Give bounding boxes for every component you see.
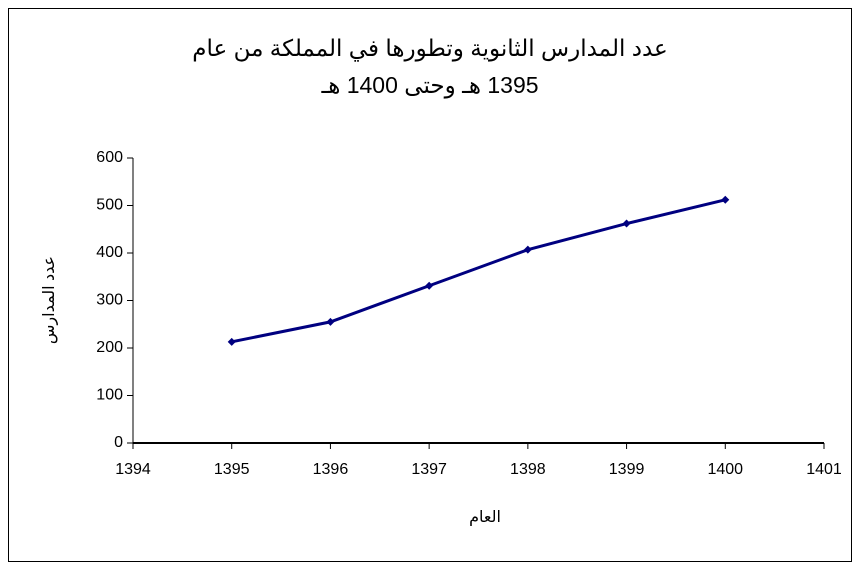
y-tick-label: 500 <box>96 197 123 214</box>
x-tick-label: 1398 <box>510 461 546 478</box>
point-marker <box>721 195 730 204</box>
point-marker <box>622 219 631 228</box>
x-tick-label: 1394 <box>115 461 151 478</box>
y-tick-label: 0 <box>114 434 123 451</box>
x-tick-label: 1400 <box>707 461 743 478</box>
point-marker <box>523 245 532 254</box>
x-tick-label: 1395 <box>214 461 250 478</box>
x-tick-label: 1397 <box>411 461 447 478</box>
x-tick-label: 1396 <box>313 461 349 478</box>
series-line <box>231 198 726 344</box>
y-tick-label: 100 <box>96 387 123 404</box>
x-tick-label: 1401 <box>806 461 842 478</box>
x-axis-label: العام <box>469 509 501 526</box>
point-marker <box>227 337 236 346</box>
x-tick-label: 1399 <box>609 461 645 478</box>
y-tick-label: 400 <box>96 244 123 261</box>
chart-title: عدد المدارس الثانوية وتطورها في المملكة … <box>192 35 668 98</box>
y-axis-label: عدد المدارس <box>41 256 59 344</box>
y-tick-label: 200 <box>96 339 123 356</box>
y-tick-label: 600 <box>96 149 123 166</box>
point-marker <box>425 281 434 290</box>
y-tick-label: 300 <box>96 292 123 309</box>
point-marker <box>326 317 335 326</box>
